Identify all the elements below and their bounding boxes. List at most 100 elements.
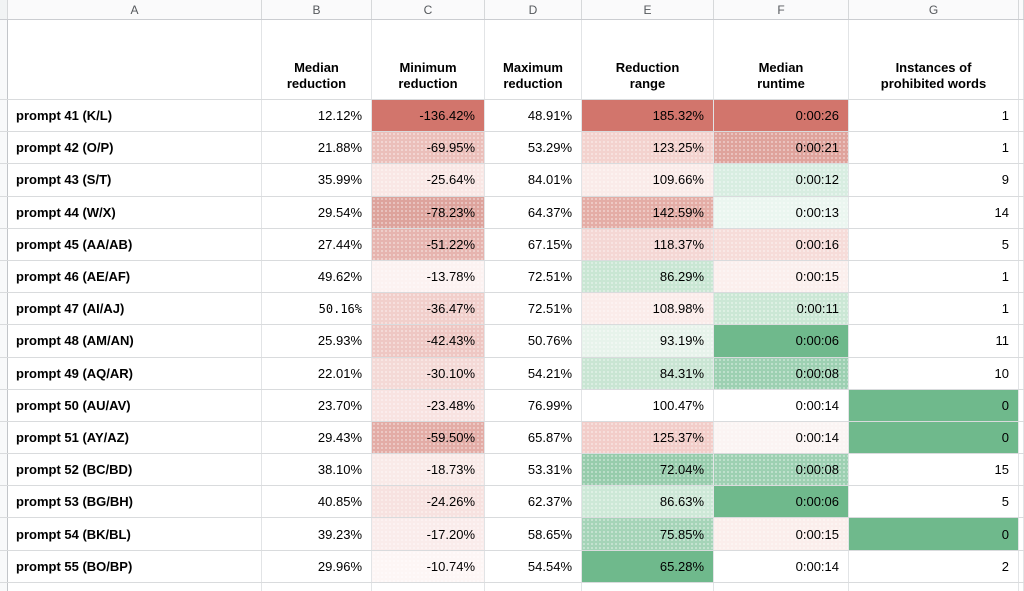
cell-reduction-range[interactable]: 100.47% xyxy=(582,389,714,421)
cell-median-reduction[interactable]: 49.62% xyxy=(262,260,372,293)
cell-reduction-range[interactable]: 86.29% xyxy=(582,260,714,293)
cell-empty[interactable] xyxy=(849,582,1019,591)
column-header-e[interactable]: E xyxy=(582,0,714,19)
cell-prompt-label[interactable]: prompt 53 (BG/BH) xyxy=(8,486,262,518)
cell-prohibited-words[interactable]: 0 xyxy=(849,421,1019,454)
cell-maximum-reduction[interactable]: 50.76% xyxy=(485,325,582,357)
cell-maximum-reduction[interactable]: 64.37% xyxy=(485,196,582,228)
cell-prohibited-words[interactable]: 1 xyxy=(849,293,1019,325)
cell-reduction-range[interactable]: 125.37% xyxy=(582,421,714,454)
cell-median-runtime[interactable]: 0:00:13 xyxy=(714,196,849,228)
cell-prompt-label[interactable]: prompt 52 (BC/BD) xyxy=(8,454,262,486)
cell-maximum-reduction[interactable]: 62.37% xyxy=(485,486,582,518)
cell-median-reduction[interactable]: 12.12% xyxy=(262,100,372,132)
cell-reduction-range[interactable]: 118.37% xyxy=(582,228,714,260)
cell-maximum-reduction[interactable]: 53.31% xyxy=(485,454,582,486)
cell-prohibited-words[interactable]: 0 xyxy=(849,389,1019,421)
cell-minimum-reduction[interactable]: -136.42% xyxy=(372,100,485,132)
cell-reduction-range[interactable]: 72.04% xyxy=(582,454,714,486)
cell-minimum-reduction[interactable]: -69.95% xyxy=(372,132,485,164)
cell-empty[interactable] xyxy=(262,582,372,591)
cell-median-runtime[interactable]: 0:00:14 xyxy=(714,389,849,421)
cell-reduction-range[interactable]: 142.59% xyxy=(582,196,714,228)
cell-prohibited-words[interactable]: 10 xyxy=(849,357,1019,389)
cell-prohibited-words[interactable]: 15 xyxy=(849,454,1019,486)
cell-prompt-label[interactable]: prompt 44 (W/X) xyxy=(8,196,262,228)
cell-prohibited-words[interactable]: 1 xyxy=(849,132,1019,164)
cell-median-reduction[interactable]: 21.88% xyxy=(262,132,372,164)
cell-prohibited-words[interactable]: 11 xyxy=(849,325,1019,357)
cell-reduction-range[interactable]: 84.31% xyxy=(582,357,714,389)
header-maximum-reduction[interactable]: Maximum reduction xyxy=(485,20,582,99)
column-header-c[interactable]: C xyxy=(372,0,485,19)
cell-minimum-reduction[interactable]: -36.47% xyxy=(372,293,485,325)
cell-median-runtime[interactable]: 0:00:21 xyxy=(714,132,849,164)
cell-median-runtime[interactable]: 0:00:08 xyxy=(714,357,849,389)
cell-median-runtime[interactable]: 0:00:14 xyxy=(714,421,849,454)
cell-reduction-range[interactable]: 75.85% xyxy=(582,518,714,550)
cell-median-reduction[interactable]: 35.99% xyxy=(262,164,372,196)
cell-empty[interactable] xyxy=(485,582,582,591)
cell-empty[interactable] xyxy=(8,582,262,591)
cell-prompt-label[interactable]: prompt 41 (K/L) xyxy=(8,100,262,132)
cell-prompt-label[interactable]: prompt 49 (AQ/AR) xyxy=(8,357,262,389)
cell-minimum-reduction[interactable]: -78.23% xyxy=(372,196,485,228)
column-header-d[interactable]: D xyxy=(485,0,582,19)
cell-prohibited-words[interactable]: 1 xyxy=(849,260,1019,293)
cell-reduction-range[interactable]: 109.66% xyxy=(582,164,714,196)
header-prohibited-words[interactable]: Instances of prohibited words xyxy=(849,20,1019,99)
cell-empty[interactable] xyxy=(372,582,485,591)
cell-reduction-range[interactable]: 185.32% xyxy=(582,100,714,132)
cell-minimum-reduction[interactable]: -30.10% xyxy=(372,357,485,389)
cell-maximum-reduction[interactable]: 84.01% xyxy=(485,164,582,196)
cell-median-reduction[interactable]: 40.85% xyxy=(262,486,372,518)
column-header-g[interactable]: G xyxy=(849,0,1019,19)
cell-prompt-label[interactable]: prompt 45 (AA/AB) xyxy=(8,228,262,260)
cell-median-runtime[interactable]: 0:00:16 xyxy=(714,228,849,260)
cell-median-runtime[interactable]: 0:00:26 xyxy=(714,100,849,132)
cell-maximum-reduction[interactable]: 67.15% xyxy=(485,228,582,260)
header-minimum-reduction[interactable]: Minimum reduction xyxy=(372,20,485,99)
cell-prohibited-words[interactable]: 5 xyxy=(849,486,1019,518)
cell-prompt-label[interactable]: prompt 46 (AE/AF) xyxy=(8,260,262,293)
cell-minimum-reduction[interactable]: -23.48% xyxy=(372,389,485,421)
cell-prompt-label[interactable]: prompt 55 (BO/BP) xyxy=(8,550,262,582)
cell-maximum-reduction[interactable]: 54.54% xyxy=(485,550,582,582)
cell-reduction-range[interactable]: 123.25% xyxy=(582,132,714,164)
cell-prompt-label[interactable]: prompt 47 (AI/AJ) xyxy=(8,293,262,325)
cell-minimum-reduction[interactable]: -42.43% xyxy=(372,325,485,357)
cell-median-reduction[interactable]: 39.23% xyxy=(262,518,372,550)
cell-median-runtime[interactable]: 0:00:08 xyxy=(714,454,849,486)
cell-median-reduction[interactable]: 22.01% xyxy=(262,357,372,389)
cell-maximum-reduction[interactable]: 54.21% xyxy=(485,357,582,389)
cell-prompt-label[interactable]: prompt 48 (AM/AN) xyxy=(8,325,262,357)
cell-maximum-reduction[interactable]: 53.29% xyxy=(485,132,582,164)
cell-prompt-label[interactable]: prompt 42 (O/P) xyxy=(8,132,262,164)
cell-prohibited-words[interactable]: 5 xyxy=(849,228,1019,260)
cell-maximum-reduction[interactable]: 72.51% xyxy=(485,293,582,325)
cell-median-reduction[interactable]: 29.43% xyxy=(262,421,372,454)
cell-prohibited-words[interactable]: 14 xyxy=(849,196,1019,228)
cell-maximum-reduction[interactable]: 48.91% xyxy=(485,100,582,132)
cell-minimum-reduction[interactable]: -59.50% xyxy=(372,421,485,454)
cell-median-runtime[interactable]: 0:00:06 xyxy=(714,325,849,357)
cell-median-reduction[interactable]: 29.54% xyxy=(262,196,372,228)
cell-median-reduction[interactable]: 27.44% xyxy=(262,228,372,260)
cell-median-runtime[interactable]: 0:00:06 xyxy=(714,486,849,518)
column-header-f[interactable]: F xyxy=(714,0,849,19)
cell-minimum-reduction[interactable]: -10.74% xyxy=(372,550,485,582)
cell-prompt-label[interactable]: prompt 50 (AU/AV) xyxy=(8,389,262,421)
cell-median-reduction[interactable]: 29.96% xyxy=(262,550,372,582)
cell-prompt-label[interactable]: prompt 51 (AY/AZ) xyxy=(8,421,262,454)
cell-maximum-reduction[interactable]: 65.87% xyxy=(485,421,582,454)
cell-minimum-reduction[interactable]: -51.22% xyxy=(372,228,485,260)
cell-median-reduction[interactable]: 25.93% xyxy=(262,325,372,357)
cell-minimum-reduction[interactable]: -18.73% xyxy=(372,454,485,486)
cell-median-runtime[interactable]: 0:00:12 xyxy=(714,164,849,196)
cell-median-reduction[interactable]: 23.70% xyxy=(262,389,372,421)
cell-reduction-range[interactable]: 108.98% xyxy=(582,293,714,325)
cell-minimum-reduction[interactable]: -24.26% xyxy=(372,486,485,518)
cell-minimum-reduction[interactable]: -25.64% xyxy=(372,164,485,196)
cell-reduction-range[interactable]: 65.28% xyxy=(582,550,714,582)
cell-reduction-range[interactable]: 93.19% xyxy=(582,325,714,357)
